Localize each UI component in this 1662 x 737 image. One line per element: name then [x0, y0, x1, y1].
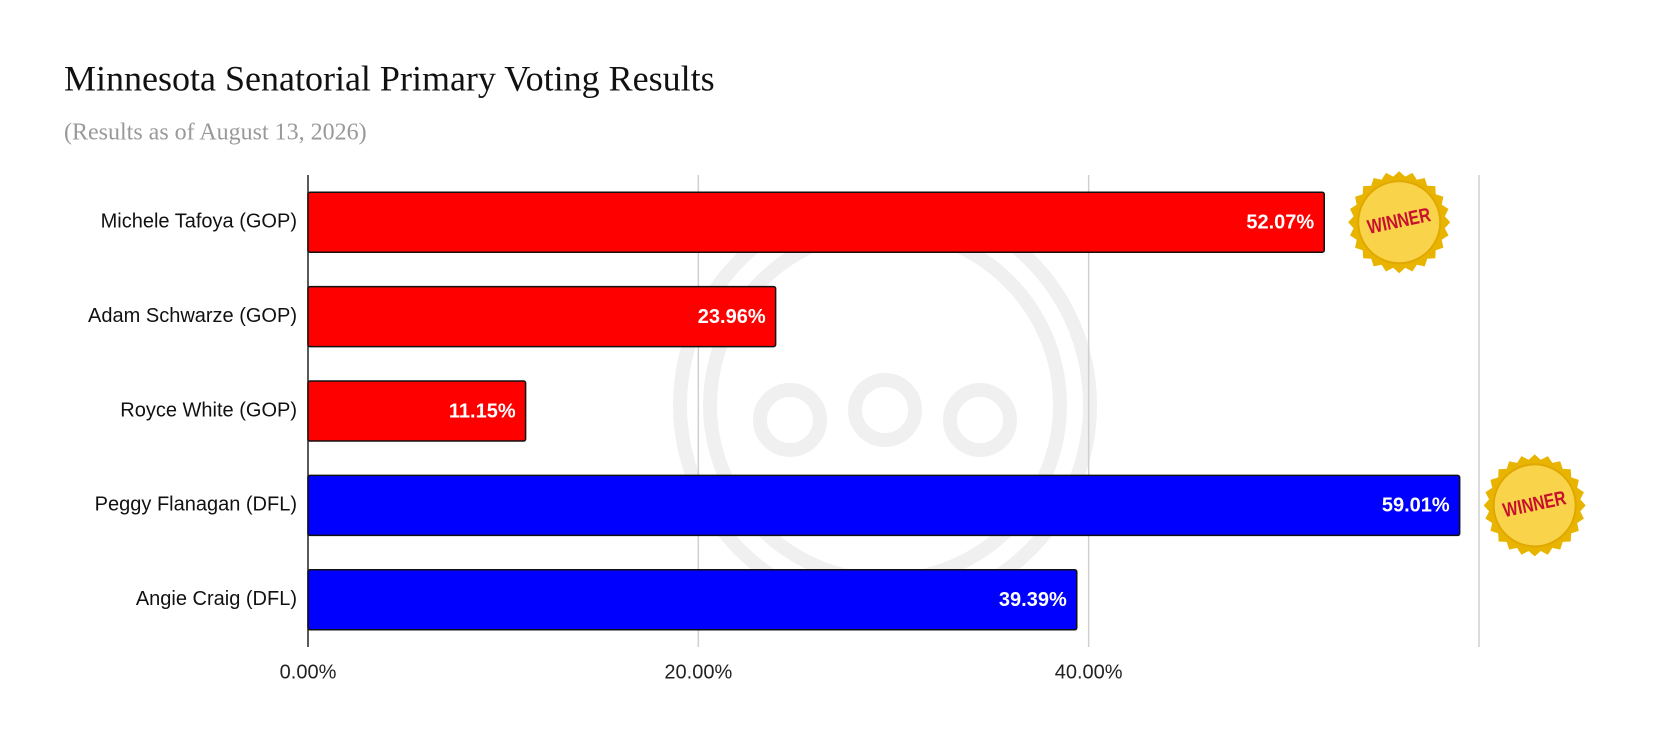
winner-badge: WINNER	[1483, 454, 1586, 557]
value-label: 59.01%	[1382, 495, 1450, 517]
value-label: 52.07%	[1246, 211, 1314, 233]
value-label: 23.96%	[698, 306, 766, 328]
badge-face	[1492, 463, 1577, 548]
chart-title: Minnesota Senatorial Primary Voting Resu…	[64, 58, 715, 98]
bar	[307, 569, 1078, 631]
x-tick-label: 40.00%	[1055, 661, 1123, 683]
y-tick-label: Peggy Flanagan (DFL)	[95, 494, 297, 516]
bar	[307, 474, 1461, 537]
y-tick-label: Michele Tafoya (GOP)	[101, 210, 297, 232]
bar	[307, 380, 527, 442]
x-tick-label: 20.00%	[664, 661, 732, 683]
badge-face	[1357, 180, 1442, 265]
x-tick-label: 0.00%	[280, 661, 337, 683]
value-label: 39.39%	[999, 589, 1067, 611]
y-tick-label: Angie Craig (DFL)	[136, 588, 297, 610]
bar	[307, 191, 1325, 253]
value-label: 11.15%	[449, 400, 516, 422]
bar	[307, 285, 777, 348]
chart-subtitle: (Results as of August 13, 2026)	[64, 120, 367, 146]
y-tick-label: Adam Schwarze (GOP)	[88, 305, 297, 327]
y-tick-label: Royce White (GOP)	[120, 399, 297, 421]
watermark	[673, 193, 1097, 617]
winner-badge: WINNER	[1348, 171, 1451, 274]
